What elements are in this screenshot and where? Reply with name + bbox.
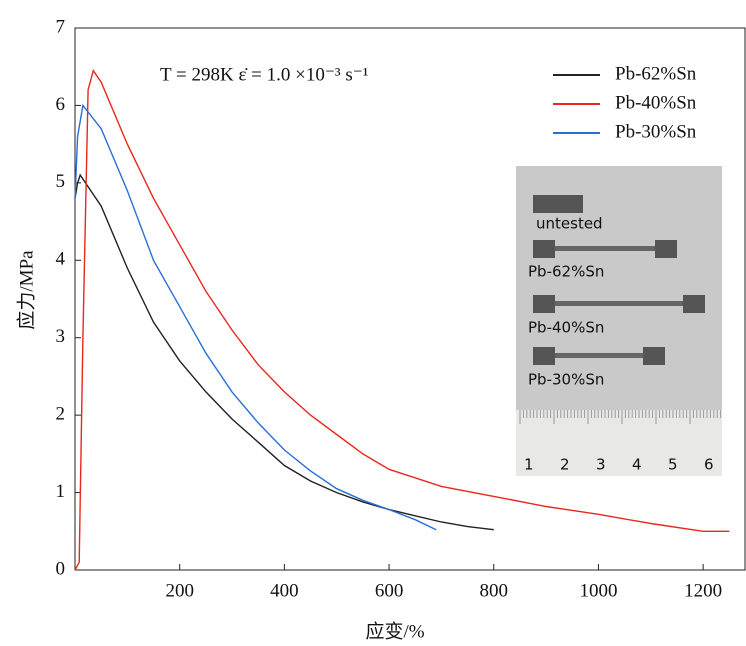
x-axis-label: 应变/% (365, 620, 424, 642)
inset-label: Pb-40%Sn (528, 319, 604, 337)
data-line (74, 103, 437, 531)
specimen (533, 240, 555, 258)
inset-photo: untested Pb-62%Sn Pb-40%Sn Pb-30%Sn 1 2 3 4 5 6 (516, 166, 722, 476)
x-tick-label: 1200 (684, 580, 722, 601)
ruler-label: 2 (560, 456, 570, 474)
y-tick-label: 3 (56, 326, 66, 347)
x-tick-label: 1000 (579, 580, 617, 601)
y-tick-label: 0 (56, 558, 66, 579)
ruler-label: 1 (524, 456, 534, 474)
specimen (533, 195, 583, 213)
specimen (683, 295, 705, 313)
x-tick-label: 600 (375, 580, 404, 601)
ruler-label: 6 (704, 456, 714, 474)
specimen (643, 347, 665, 365)
inset-label: Pb-62%Sn (528, 263, 604, 281)
ruler-label: 3 (596, 456, 606, 474)
y-tick-label: 7 (56, 16, 66, 37)
legend-label: Pb-30%Sn (615, 121, 697, 142)
y-tick-label: 4 (56, 249, 66, 270)
data-line (74, 173, 494, 531)
specimen (533, 347, 555, 365)
specimen (655, 240, 677, 258)
specimen (555, 353, 643, 358)
specimen (555, 301, 683, 306)
inset-label: Pb-30%Sn (528, 371, 604, 389)
specimen (533, 295, 555, 313)
legend-label: Pb-40%Sn (615, 92, 697, 113)
ruler-label: 5 (668, 456, 678, 474)
y-tick-label: 5 (56, 171, 66, 192)
y-tick-label: 6 (56, 94, 66, 115)
ruler (516, 410, 722, 476)
y-tick-label: 2 (56, 404, 66, 425)
y-tick-label: 1 (56, 481, 66, 502)
specimen (555, 246, 655, 251)
legend-label: Pb-62%Sn (615, 63, 697, 84)
plot-frame (74, 27, 746, 571)
x-tick-label: 800 (480, 580, 509, 601)
ruler-label: 4 (632, 456, 642, 474)
x-tick-label: 200 (165, 580, 194, 601)
x-tick-label: 400 (270, 580, 299, 601)
y-axis-label: 应力/MPa (15, 250, 37, 330)
annotation: T = 298K ε̇ = 1.0 ×10⁻³ s⁻¹ (160, 64, 369, 85)
data-line (74, 68, 730, 571)
inset-label: untested (536, 215, 603, 233)
